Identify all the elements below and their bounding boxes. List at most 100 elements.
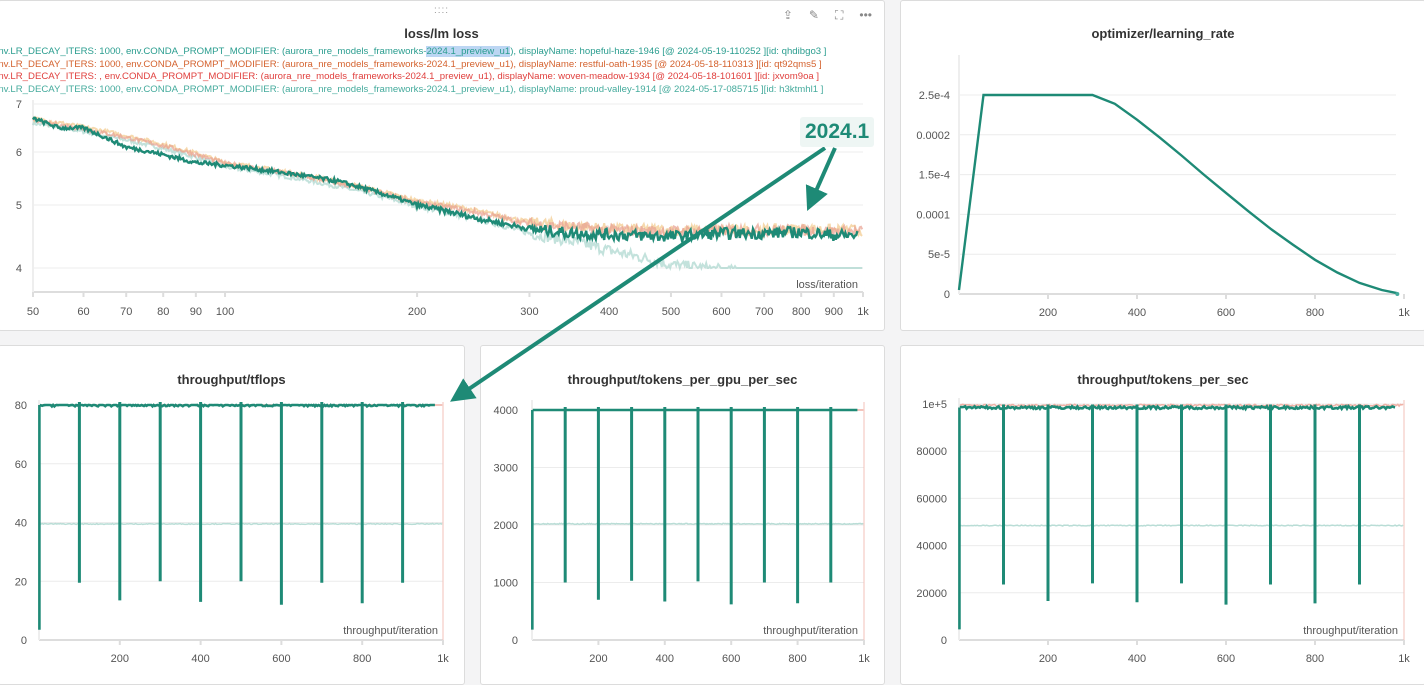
x-tick-label: 800	[353, 653, 371, 665]
x-tick-label: 200	[1039, 307, 1057, 319]
x-tick-label: 400	[1128, 307, 1146, 319]
pencil-icon[interactable]: ✎	[808, 8, 819, 22]
series-line-hopeful-haze-1946[interactable]	[32, 116, 859, 247]
learning-rate-panel: optimizer/learning_rate	[900, 0, 1424, 331]
x-tick-label: 700	[755, 306, 773, 318]
legend-text: env.LR_DECAY_ITERS: 1000, env.CONDA_PROM…	[0, 83, 824, 95]
x-tick-label: 600	[1217, 307, 1235, 319]
x-tick-label: 1k	[858, 653, 870, 665]
y-tick-label: 0	[21, 635, 27, 647]
y-tick-label: 4000	[494, 405, 518, 417]
legend-highlight: 2024.1_preview_u1	[426, 46, 511, 57]
x-tick-label: 600	[272, 653, 290, 665]
x-tick-label: 400	[191, 653, 209, 665]
y-tick-label: 0	[941, 635, 947, 647]
x-axis-label: throughput/iteration	[1303, 625, 1398, 637]
panel-title: throughput/tflops	[177, 372, 286, 387]
tpg-chart: 4000 3000 2000 1000 0 200 400 600 800 1k throughpu…	[494, 400, 870, 665]
y-tick-label: 20	[15, 576, 27, 588]
y-tick-label: 20000	[916, 588, 947, 600]
drag-handle-icon[interactable]: ::::	[433, 5, 450, 16]
x-tick-label: 80	[157, 306, 169, 318]
legend-text: ), displayName: hopeful-haze-1946 [@ 202…	[510, 46, 827, 57]
y-tick-label: 4	[16, 263, 22, 275]
legend-item: env.LR_DECAY_ITERS: 1000, env.CONDA_PROM…	[0, 84, 879, 97]
series-line-restful-oath-1935[interactable]	[32, 118, 864, 240]
x-tick-label: 70	[120, 306, 132, 318]
y-tick-label: 40000	[916, 541, 947, 553]
run-legend: env.LR_DECAY_ITERS: 1000, env.CONDA_PROM…	[0, 46, 879, 96]
x-axis-label: loss/iteration	[796, 279, 858, 291]
y-tick-label: 7	[16, 99, 22, 111]
series-line-hopeful-haze-1946[interactable]	[959, 403, 1396, 412]
y-tick-label: 80	[15, 400, 27, 412]
y-tick-label: 1e+5	[922, 399, 947, 411]
x-tick-label: 90	[190, 306, 202, 318]
y-tick-label: 0.0002	[916, 130, 950, 142]
x-tick-label: 800	[1306, 653, 1324, 665]
y-tick-label: 0	[512, 635, 518, 647]
panel-toolbar: ⇪ ✎ ⛶ •••	[783, 8, 872, 23]
panel-title: throughput/tokens_per_gpu_per_sec	[567, 372, 798, 387]
x-tick-label: 1k	[1398, 307, 1410, 319]
share-icon[interactable]: ⇪	[782, 8, 793, 22]
x-tick-label: 400	[656, 653, 674, 665]
tflops-panel: throughput/tflops	[0, 345, 465, 685]
y-tick-label: 3000	[494, 463, 518, 475]
lr-chart: 2.5e-4 0.0002 1.5e-4 0.0001 5e-5 0 200 400 600 80…	[916, 55, 1410, 319]
x-tick-label: 300	[520, 306, 538, 318]
x-tick-label: 600	[712, 306, 730, 318]
more-icon[interactable]: •••	[859, 8, 872, 22]
x-tick-label: 400	[600, 306, 618, 318]
x-tick-label: 900	[825, 306, 843, 318]
x-tick-label: 600	[1217, 653, 1235, 665]
x-tick-label: 1k	[857, 306, 869, 318]
annotation-label: 2024.1	[800, 117, 875, 147]
legend-text: env.LR_DECAY_ITERS: 1000, env.CONDA_PROM…	[0, 58, 822, 70]
annotation-arrow	[805, 147, 837, 211]
x-tick-label: 50	[27, 306, 39, 318]
y-tick-label: 80000	[916, 446, 947, 458]
x-tick-label: 200	[111, 653, 129, 665]
panel-title: throughput/tokens_per_sec	[1077, 372, 1249, 387]
legend-text: env.LR_DECAY_ITERS: 1000, env.CONDA_PROM…	[0, 46, 427, 57]
x-tick-label: 800	[792, 306, 810, 318]
y-tick-label: 0	[944, 289, 950, 301]
x-tick-label: 1k	[437, 653, 449, 665]
tps-chart: 1e+5 80000 60000 40000 20000 0 200 400 600 800 1k t…	[916, 398, 1410, 665]
y-tick-label: 60000	[916, 493, 947, 505]
y-tick-label: 0.0001	[916, 209, 950, 221]
legend-item: env.LR_DECAY_ITERS: 1000, env.CONDA_PROM…	[0, 59, 879, 72]
expand-icon[interactable]: ⛶	[834, 8, 844, 22]
panel-title: optimizer/learning_rate	[1091, 26, 1235, 41]
y-tick-label: 5	[16, 200, 22, 212]
legend-text: env.LR_DECAY_ITERS: , env.CONDA_PROMPT_M…	[0, 71, 820, 82]
x-tick-label: 600	[722, 653, 740, 665]
loss-panel: :::: ⇪ ✎ ⛶ ••• loss/lm loss env.LR_DECAY…	[0, 0, 885, 331]
x-axis-label: throughput/iteration	[763, 625, 858, 637]
y-tick-label: 6	[16, 147, 22, 159]
x-tick-label: 200	[408, 306, 426, 318]
x-axis-label: throughput/iteration	[343, 625, 438, 637]
y-tick-label: 1.5e-4	[919, 170, 950, 182]
annotation-arrow	[450, 146, 827, 402]
series-line-woven-meadow-1934[interactable]	[32, 115, 863, 240]
panel-title: loss/lm loss	[404, 26, 479, 41]
x-tick-label: 60	[77, 306, 89, 318]
x-tick-label: 100	[216, 306, 234, 318]
series-line-hopeful-haze-1946[interactable]	[39, 403, 435, 409]
y-tick-label: 60	[15, 459, 27, 471]
x-tick-label: 1k	[1398, 653, 1410, 665]
y-tick-label: 1000	[494, 578, 518, 590]
legend-item: env.LR_DECAY_ITERS: 1000, env.CONDA_PROM…	[0, 46, 879, 59]
legend-item: env.LR_DECAY_ITERS: , env.CONDA_PROMPT_M…	[0, 71, 879, 84]
y-tick-label: 5e-5	[928, 249, 950, 261]
tokens-per-gpu-panel: throughput/tokens_per_gpu_per_sec	[480, 345, 885, 685]
y-tick-label: 2.5e-4	[919, 90, 950, 102]
series-line-learning-rate[interactable]	[957, 93, 1398, 295]
x-tick-label: 500	[662, 306, 680, 318]
x-tick-label: 200	[589, 653, 607, 665]
x-tick-label: 400	[1128, 653, 1146, 665]
